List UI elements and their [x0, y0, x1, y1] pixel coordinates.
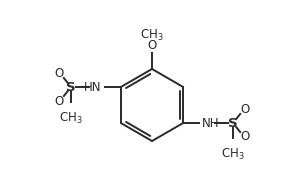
Text: CH$_3$: CH$_3$: [59, 111, 83, 126]
Text: O: O: [54, 67, 63, 79]
Text: O: O: [147, 39, 157, 52]
Text: S: S: [66, 81, 76, 93]
Text: O: O: [241, 130, 250, 144]
Text: NH: NH: [202, 117, 220, 129]
Text: S: S: [228, 117, 238, 129]
Text: O: O: [241, 103, 250, 115]
Text: O: O: [54, 95, 63, 108]
Text: CH$_3$: CH$_3$: [221, 147, 245, 162]
Text: CH$_3$: CH$_3$: [140, 28, 164, 43]
Text: HN: HN: [84, 81, 102, 93]
